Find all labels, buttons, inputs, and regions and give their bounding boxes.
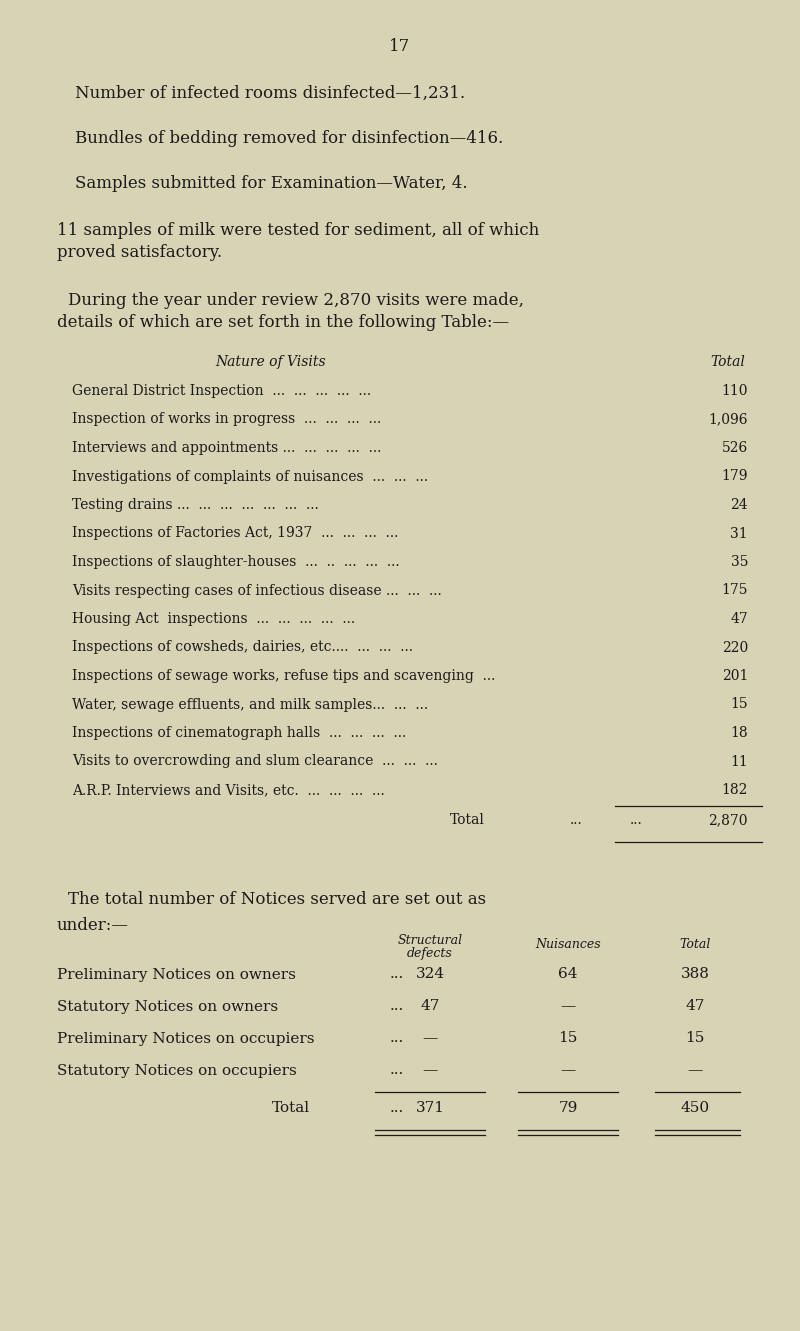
- Text: proved satisfactory.: proved satisfactory.: [57, 244, 222, 261]
- Text: 11: 11: [730, 755, 748, 768]
- Text: Statutory Notices on occupiers: Statutory Notices on occupiers: [57, 1063, 297, 1078]
- Text: Total: Total: [272, 1102, 310, 1115]
- Text: ...: ...: [630, 813, 642, 828]
- Text: Structural: Structural: [398, 933, 462, 946]
- Text: —: —: [687, 1063, 702, 1078]
- Text: Total: Total: [450, 813, 485, 828]
- Text: 79: 79: [558, 1102, 578, 1115]
- Text: Total: Total: [679, 938, 710, 952]
- Text: Preliminary Notices on owners: Preliminary Notices on owners: [57, 968, 296, 981]
- Text: defects: defects: [407, 946, 453, 960]
- Text: Inspections of slaughter-houses  ...  ..  ...  ...  ...: Inspections of slaughter-houses ... .. .…: [72, 555, 400, 568]
- Text: 35: 35: [730, 555, 748, 568]
- Text: 11 samples of milk were tested for sediment, all of which: 11 samples of milk were tested for sedim…: [57, 222, 539, 240]
- Text: ...: ...: [390, 1102, 404, 1115]
- Text: Visits to overcrowding and slum clearance  ...  ...  ...: Visits to overcrowding and slum clearanc…: [72, 755, 438, 768]
- Text: 47: 47: [420, 1000, 440, 1013]
- Text: General District Inspection  ...  ...  ...  ...  ...: General District Inspection ... ... ... …: [72, 385, 371, 398]
- Text: Visits respecting cases of infectious disease ...  ...  ...: Visits respecting cases of infectious di…: [72, 583, 442, 598]
- Text: 324: 324: [415, 968, 445, 981]
- Text: details of which are set forth in the following Table:—: details of which are set forth in the fo…: [57, 314, 509, 331]
- Text: Inspection of works in progress  ...  ...  ...  ...: Inspection of works in progress ... ... …: [72, 413, 382, 426]
- Text: 17: 17: [390, 39, 410, 55]
- Text: Bundles of bedding removed for disinfection—416.: Bundles of bedding removed for disinfect…: [75, 130, 503, 146]
- Text: Testing drains ...  ...  ...  ...  ...  ...  ...: Testing drains ... ... ... ... ... ... .…: [72, 498, 318, 512]
- Text: The total number of Notices served are set out as: The total number of Notices served are s…: [68, 892, 486, 909]
- Text: —: —: [422, 1032, 438, 1045]
- Text: 182: 182: [722, 783, 748, 797]
- Text: Inspections of cowsheds, dairies, etc....  ...  ...  ...: Inspections of cowsheds, dairies, etc...…: [72, 640, 413, 655]
- Text: 175: 175: [722, 583, 748, 598]
- Text: —: —: [422, 1063, 438, 1078]
- Text: Investigations of complaints of nuisances  ...  ...  ...: Investigations of complaints of nuisance…: [72, 470, 428, 483]
- Text: 47: 47: [730, 612, 748, 626]
- Text: Preliminary Notices on occupiers: Preliminary Notices on occupiers: [57, 1032, 314, 1045]
- Text: Total: Total: [710, 355, 745, 369]
- Text: Inspections of cinematograph halls  ...  ...  ...  ...: Inspections of cinematograph halls ... .…: [72, 725, 406, 740]
- Text: 179: 179: [722, 470, 748, 483]
- Text: —: —: [560, 1063, 576, 1078]
- Text: 47: 47: [686, 1000, 705, 1013]
- Text: 2,870: 2,870: [709, 813, 748, 828]
- Text: —: —: [560, 1000, 576, 1013]
- Text: Nature of Visits: Nature of Visits: [215, 355, 326, 369]
- Text: 388: 388: [681, 968, 710, 981]
- Text: 15: 15: [730, 697, 748, 712]
- Text: 15: 15: [686, 1032, 705, 1045]
- Text: 24: 24: [730, 498, 748, 512]
- Text: Interviews and appointments ...  ...  ...  ...  ...: Interviews and appointments ... ... ... …: [72, 441, 382, 455]
- Text: 201: 201: [722, 669, 748, 683]
- Text: ...: ...: [390, 1000, 404, 1013]
- Text: 1,096: 1,096: [709, 413, 748, 426]
- Text: During the year under review 2,870 visits were made,: During the year under review 2,870 visit…: [68, 291, 524, 309]
- Text: 18: 18: [730, 725, 748, 740]
- Text: Housing Act  inspections  ...  ...  ...  ...  ...: Housing Act inspections ... ... ... ... …: [72, 612, 355, 626]
- Text: 110: 110: [722, 385, 748, 398]
- Text: Inspections of Factories Act, 1937  ...  ...  ...  ...: Inspections of Factories Act, 1937 ... .…: [72, 527, 398, 540]
- Text: A.R.P. Interviews and Visits, etc.  ...  ...  ...  ...: A.R.P. Interviews and Visits, etc. ... .…: [72, 783, 385, 797]
- Text: Statutory Notices on owners: Statutory Notices on owners: [57, 1000, 278, 1013]
- Text: Water, sewage effluents, and milk samples...  ...  ...: Water, sewage effluents, and milk sample…: [72, 697, 428, 712]
- Text: 526: 526: [722, 441, 748, 455]
- Text: under:—: under:—: [57, 917, 129, 934]
- Text: 450: 450: [681, 1102, 710, 1115]
- Text: ...: ...: [570, 813, 582, 828]
- Text: ...: ...: [390, 968, 404, 981]
- Text: 220: 220: [722, 640, 748, 655]
- Text: 371: 371: [415, 1102, 445, 1115]
- Text: 31: 31: [730, 527, 748, 540]
- Text: ...: ...: [390, 1063, 404, 1078]
- Text: Inspections of sewage works, refuse tips and scavenging  ...: Inspections of sewage works, refuse tips…: [72, 669, 495, 683]
- Text: 64: 64: [558, 968, 578, 981]
- Text: Number of infected rooms disinfected—1,231.: Number of infected rooms disinfected—1,2…: [75, 85, 465, 102]
- Text: 15: 15: [558, 1032, 578, 1045]
- Text: Samples submitted for Examination—Water, 4.: Samples submitted for Examination—Water,…: [75, 174, 468, 192]
- Text: ...: ...: [390, 1032, 404, 1045]
- Text: Nuisances: Nuisances: [535, 938, 601, 952]
